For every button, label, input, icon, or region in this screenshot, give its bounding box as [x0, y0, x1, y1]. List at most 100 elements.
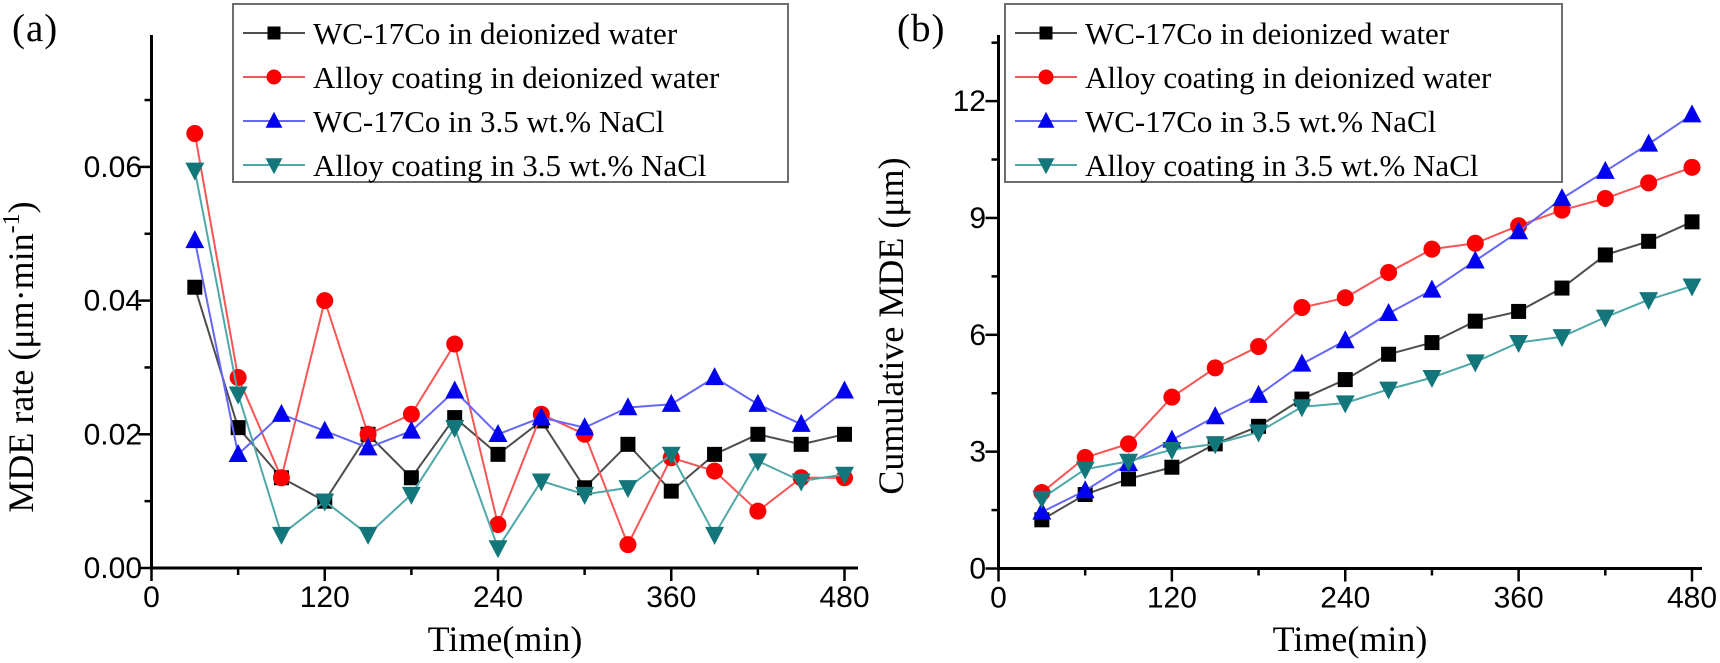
panel-a-series-3-line: [193, 170, 845, 551]
panel-a-series-3-marker: [315, 493, 335, 512]
panel-b-series-1-marker: [1640, 174, 1658, 192]
panel-a-series-0-marker: [750, 426, 766, 442]
panel-a-series-1-marker: [706, 462, 724, 480]
panel-b-series-3-marker: [1032, 490, 1052, 509]
panel-b-series-1-marker: [1336, 289, 1354, 307]
panel-b-series-3-marker: [1119, 453, 1138, 472]
panel-b-series-3-marker: [1292, 399, 1312, 418]
panel-a-series-3-marker: [185, 162, 205, 181]
panel-a-series-3-marker: [445, 419, 465, 438]
panel-b-y-axis-title: Cumulative MDE (μm): [871, 157, 911, 494]
panel-a-series-2-marker: [271, 403, 291, 422]
panel-a-series-2-marker: [401, 420, 421, 439]
panel-b-series-3-marker: [1465, 354, 1485, 373]
y-tick-label: 0.06: [84, 151, 142, 184]
panel-b-legend-item-3: Alloy coating in 3.5 wt.% NaCl: [1015, 148, 1478, 183]
panel-a-series-2-marker: [618, 397, 638, 416]
panel-a-series-1-marker: [359, 425, 377, 443]
panel-a-series-3-marker: [748, 453, 768, 472]
panel-a-series-1-marker: [489, 516, 507, 534]
panel-b-series-3-marker: [1422, 369, 1442, 388]
x-tick-label: 0: [143, 581, 160, 614]
panel-b-series-1-marker: [1250, 337, 1268, 355]
y-tick-label: 12: [953, 85, 986, 118]
panel-a-series-3-marker: [401, 486, 421, 505]
panel-a-series-2: [185, 230, 854, 463]
panel-b-series-2-marker: [1335, 330, 1355, 349]
panel-a-series-1-marker: [229, 368, 247, 386]
panel-b-legend: WC-17Co in deionized water Alloy coating …: [1004, 3, 1563, 183]
panel-b-series-2: [1032, 104, 1702, 520]
panel-b-series-3-marker: [1639, 292, 1659, 311]
x-tick-label: 0: [990, 582, 1007, 615]
panel-b-series-2-marker: [1292, 353, 1312, 372]
panel-a-legend-box: [232, 3, 789, 183]
panel-a-series-3-marker: [228, 386, 248, 405]
panel-a-series-2-marker: [531, 407, 551, 426]
panel-a-series-2-marker: [445, 380, 465, 399]
panel-b-series-2-line: [1041, 113, 1693, 513]
panel-b-ticks: [985, 41, 1694, 582]
legend-marker: [265, 111, 283, 128]
panel-a-label: (a): [12, 7, 59, 50]
panel-b-series-0-line: [1041, 220, 1693, 521]
panel-b-legend-item-1: Alloy coating in deionized water: [1015, 60, 1492, 95]
panel-b-series-0-marker: [1424, 335, 1440, 351]
legend-marker: [1038, 69, 1054, 85]
panel-b-series-1-line: [1041, 166, 1693, 494]
panel-a-series-2-line: [193, 240, 846, 457]
panel-a-series-2-marker: [705, 367, 725, 386]
panel-b-series-0-marker: [1164, 459, 1180, 475]
panel-b-series-2-marker: [1422, 279, 1442, 298]
panel-a-series-0-line: [193, 286, 845, 503]
panel-a-series-3-marker: [791, 473, 811, 492]
y-tick-label: 3: [969, 436, 986, 469]
panel-b-x-axis-title: Time(min): [1273, 619, 1428, 659]
panel-a-legend-item-3: Alloy coating in 3.5 wt.% NaCl: [243, 148, 706, 183]
panel-b: 0 120 240 360 480 0 3 6 9 12 Time(min) Cumulative M…: [871, 3, 1717, 659]
panel-b-series-1-marker: [1380, 263, 1398, 281]
legend-marker: [265, 158, 283, 175]
panel-b-series-1-marker: [1466, 234, 1484, 252]
panel-a-x-axis-title: Time(min): [428, 619, 583, 659]
panel-b-axes: [997, 35, 1702, 570]
y-tick-label: 0.02: [84, 418, 142, 451]
panel-a-series-2-marker: [358, 437, 378, 456]
legend-marker: [1039, 26, 1053, 40]
panel-b-series-0-marker: [1121, 471, 1137, 487]
panel-a-series-0-marker: [490, 446, 506, 462]
panel-b-series-3-marker: [1162, 442, 1182, 461]
legend-item-label: WC-17Co in deionized water: [313, 16, 678, 51]
x-tick-label: 360: [1494, 582, 1544, 615]
panel-a-series-1-marker: [749, 502, 767, 520]
panel-b-series-0-marker: [1554, 280, 1570, 296]
panel-a-axes: [150, 35, 858, 570]
panel-a-series-3: [185, 162, 854, 559]
panel-a-series-3-marker: [575, 486, 595, 505]
panel-b-series-3-line: [1041, 285, 1693, 500]
panel-a-series-0-marker: [707, 446, 723, 462]
panel-a-series-2-marker: [185, 230, 205, 249]
panel-b-series-1-marker: [1120, 435, 1138, 453]
panel-a-series-0-marker: [620, 436, 636, 452]
panel-b-series-3-marker: [1379, 381, 1399, 400]
panel-b-series-3-marker: [1682, 278, 1702, 297]
panel-a-series-0-marker: [663, 483, 679, 499]
panel-a-legend: WC-17Co in deionized water Alloy coating …: [232, 3, 789, 183]
panel-b-series-3-marker: [1335, 395, 1355, 414]
panel-b-series-1: [1033, 158, 1701, 502]
panel-a-legend-item-0: WC-17Co in deionized water: [243, 16, 678, 51]
panel-b-series-3-marker: [1552, 329, 1572, 348]
legend-item-label: Alloy coating in deionized water: [1085, 60, 1492, 95]
panel-a-series-2-marker: [835, 380, 854, 399]
panel-b-series-1-marker: [1206, 359, 1224, 377]
legend-marker: [266, 69, 282, 85]
panel-b-series-0-marker: [1337, 372, 1353, 388]
panel-a-series-2-marker: [661, 393, 681, 412]
panel-a-series-2-marker: [228, 444, 248, 463]
panel-b-legend-box: [1004, 3, 1563, 183]
panel-b-series-2-marker: [1639, 133, 1659, 152]
panel-b-series-2-marker: [1682, 104, 1702, 123]
panel-a-tick-labels: 0 120 240 360 480 0.00 0.02 0.04 0.06: [84, 151, 870, 614]
